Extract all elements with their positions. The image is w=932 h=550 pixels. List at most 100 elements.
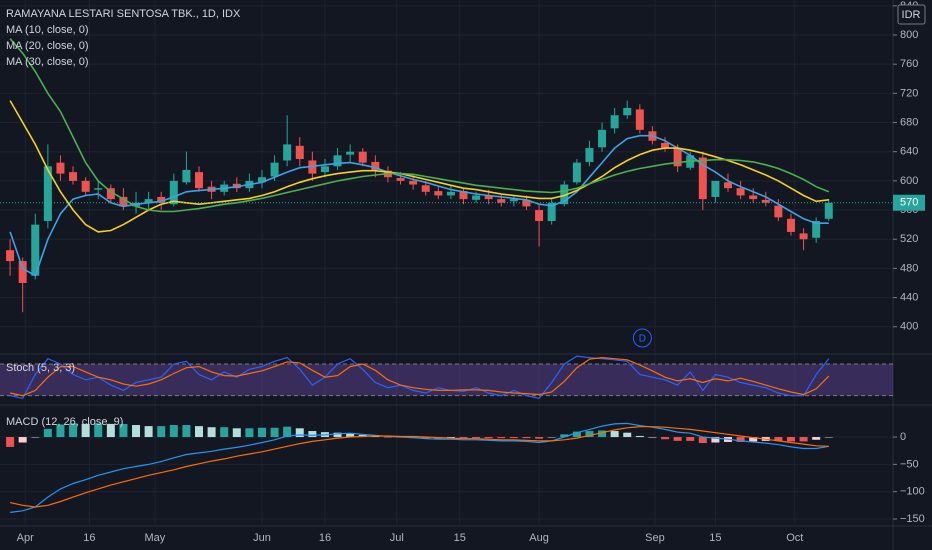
- line-series: [9, 426, 829, 508]
- histogram-bar: [598, 430, 607, 438]
- histogram-bar: [572, 431, 581, 438]
- y-tick-label: 760: [900, 58, 918, 70]
- candle-body: [257, 177, 266, 183]
- dividend-label: D: [639, 334, 646, 345]
- histogram-bar: [257, 427, 266, 438]
- last-price-label: 570: [900, 197, 918, 209]
- candle-body: [358, 151, 367, 163]
- candle-body: [43, 166, 52, 221]
- histogram-bar: [371, 436, 380, 438]
- candle-body: [812, 220, 821, 238]
- candle-body: [560, 184, 569, 205]
- candle-body: [724, 182, 733, 189]
- histogram-bar: [535, 437, 544, 439]
- histogram-bar: [484, 437, 493, 439]
- candle-body: [157, 196, 166, 203]
- histogram-bar: [94, 423, 103, 438]
- candle-body: [547, 202, 556, 221]
- candle-body: [509, 199, 518, 202]
- y-tick-label: 800: [900, 29, 918, 41]
- panel-title: Stoch (5, 3, 3): [6, 362, 75, 374]
- histogram-bar: [119, 423, 128, 438]
- candle-body: [69, 172, 78, 181]
- y-tick-label: 640: [900, 146, 918, 158]
- candle-body: [459, 191, 468, 200]
- candle-body: [295, 145, 304, 159]
- x-tick-label: Oct: [786, 532, 803, 544]
- histogram-bar: [610, 431, 619, 438]
- histogram-bar: [661, 437, 670, 440]
- histogram-bar: [698, 437, 707, 444]
- x-tick-label: 15: [709, 532, 721, 544]
- currency-box: [897, 4, 926, 25]
- candle-body: [320, 166, 329, 173]
- histogram-bar: [81, 423, 90, 438]
- histogram-bar: [635, 435, 644, 438]
- candle-body: [635, 109, 644, 130]
- histogram-bar: [308, 431, 317, 438]
- line-series: [9, 100, 829, 233]
- candle-body: [270, 162, 279, 177]
- line-series: [9, 134, 829, 277]
- candle-body: [497, 199, 506, 203]
- histogram-bar: [459, 437, 468, 439]
- histogram-bar: [774, 437, 783, 441]
- histogram-bar: [421, 437, 430, 439]
- candle-body: [396, 177, 405, 181]
- y-tick-label: 520: [900, 233, 918, 245]
- candle-body: [56, 162, 65, 174]
- x-tick-label: 16: [83, 532, 95, 544]
- candle-body: [661, 142, 670, 149]
- candle-body: [119, 196, 128, 207]
- histogram-bar: [169, 425, 178, 438]
- histogram-bar: [43, 428, 52, 438]
- candle-body: [283, 144, 292, 161]
- y-tick-label: 400: [900, 321, 918, 333]
- histogram-bar: [786, 437, 795, 442]
- candle-body: [346, 151, 355, 155]
- histogram-bar: [69, 423, 78, 438]
- candle-body: [371, 161, 380, 170]
- legend-entry: MA (10, close, 0): [6, 24, 89, 36]
- histogram-bar: [220, 427, 229, 438]
- y-tick-label: 0: [900, 431, 906, 443]
- candle-body: [182, 169, 191, 183]
- histogram-bar: [346, 433, 355, 438]
- histogram-bar: [195, 426, 204, 438]
- x-tick-label: Jun: [253, 532, 271, 544]
- x-tick-label: 15: [454, 532, 466, 544]
- candle-body: [18, 261, 27, 283]
- line-series: [9, 355, 830, 399]
- histogram-bar: [333, 432, 342, 438]
- histogram-bar: [799, 437, 808, 442]
- histogram-bar: [106, 423, 115, 438]
- candle-body: [472, 195, 481, 200]
- candle-body: [736, 188, 745, 196]
- y-tick-label: −100: [900, 486, 925, 498]
- candle-body: [786, 218, 795, 232]
- y-tick-label: −50: [900, 458, 919, 470]
- histogram-bar: [31, 437, 40, 438]
- histogram-bar: [686, 437, 695, 441]
- histogram-bar: [585, 431, 594, 438]
- candle-body: [711, 180, 720, 197]
- histogram-bar: [182, 425, 191, 438]
- histogram-bar: [522, 437, 531, 439]
- histogram-bar: [18, 437, 27, 443]
- candle-body: [774, 205, 783, 218]
- histogram-bar: [232, 428, 241, 438]
- candle-body: [623, 107, 632, 116]
- x-tick-label: 16: [319, 532, 331, 544]
- candle-body: [446, 191, 455, 196]
- legend-entry: MA (20, close, 0): [6, 40, 89, 52]
- y-tick-label: 720: [900, 87, 918, 99]
- candle-body: [434, 191, 443, 196]
- candle-body: [333, 155, 342, 167]
- histogram-bar: [824, 437, 833, 438]
- line-series: [10, 422, 829, 513]
- x-tick-label: Aug: [529, 532, 549, 544]
- histogram-bar: [144, 426, 153, 438]
- x-tick-label: Jul: [390, 532, 404, 544]
- x-tick-label: Apr: [17, 532, 34, 544]
